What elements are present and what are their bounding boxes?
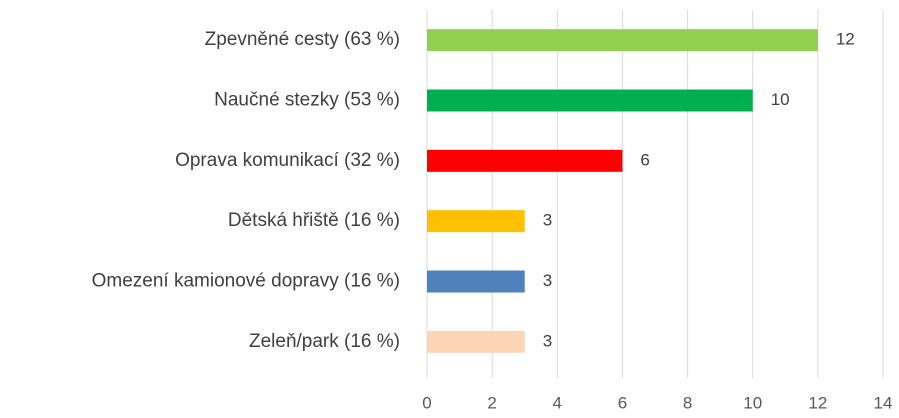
bar: [427, 89, 753, 112]
x-tick-label: 0: [422, 393, 431, 412]
x-tick-label: 4: [553, 393, 562, 412]
bar: [427, 149, 623, 172]
y-tick-label: Zeleň/park (16 %): [249, 331, 400, 352]
bar: [427, 330, 525, 353]
data-label: 3: [543, 271, 552, 290]
x-tick-label: 10: [743, 393, 762, 412]
data-label: 3: [543, 331, 552, 350]
data-label: 12: [836, 30, 855, 49]
y-tick-label: Dětská hřiště (16 %): [228, 210, 400, 231]
bar: [427, 270, 525, 293]
x-tick-label: 14: [874, 393, 893, 412]
bar: [427, 29, 818, 52]
x-tick-label: 2: [487, 393, 496, 412]
data-label: 3: [543, 211, 552, 230]
y-tick-label: Zpevněné cesty (63 %): [205, 29, 400, 50]
bar: [427, 210, 525, 233]
y-tick-label: Oprava komunikací (32 %): [175, 150, 400, 171]
y-tick-label: Naučné stezky (53 %): [214, 90, 400, 111]
x-tick-label: 8: [683, 393, 692, 412]
y-tick-label: Omezení kamionové dopravy (16 %): [92, 271, 400, 292]
data-label: 6: [640, 150, 649, 169]
data-label: 10: [771, 90, 790, 109]
x-tick-label: 12: [808, 393, 827, 412]
x-tick-label: 6: [618, 393, 627, 412]
